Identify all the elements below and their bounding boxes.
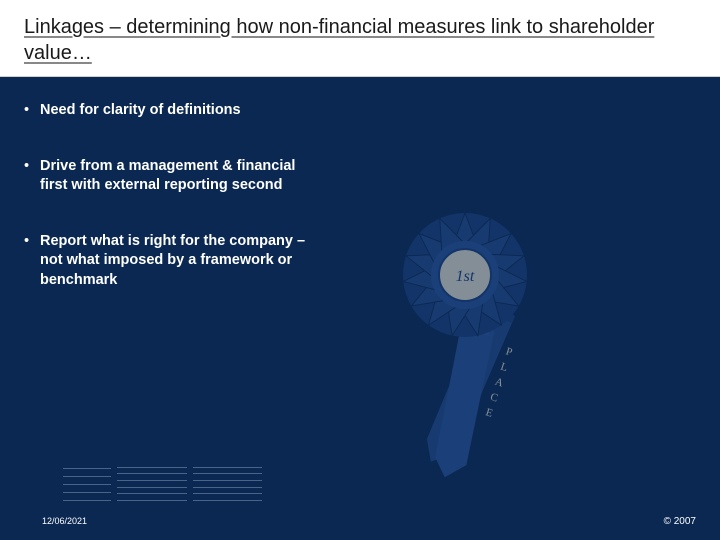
svg-text:A: A [493, 376, 504, 390]
fine-print-block [42, 464, 262, 504]
svg-text:L: L [499, 361, 509, 375]
award-ribbon-icon: 1st P L A C E [370, 205, 630, 485]
bullet-item: Drive from a management & financial firs… [24, 157, 324, 196]
bullet-item: Need for clarity of definitions [24, 101, 324, 121]
bullet-list: Need for clarity of definitions Drive fr… [24, 101, 324, 290]
svg-text:E: E [484, 406, 494, 420]
bullet-item: Report what is right for the company – n… [24, 232, 324, 291]
footer-date: 12/06/2021 [42, 516, 87, 526]
svg-text:P: P [504, 345, 514, 358]
ribbon-badge-text: 1st [456, 268, 475, 285]
title-area: Linkages – determining how non-financial… [0, 0, 720, 77]
footer: 12/06/2021 © 2007 [0, 512, 720, 540]
svg-text:C: C [489, 391, 500, 405]
footer-copyright: © 2007 [664, 516, 696, 527]
slide-title: Linkages – determining how non-financial… [24, 14, 696, 66]
